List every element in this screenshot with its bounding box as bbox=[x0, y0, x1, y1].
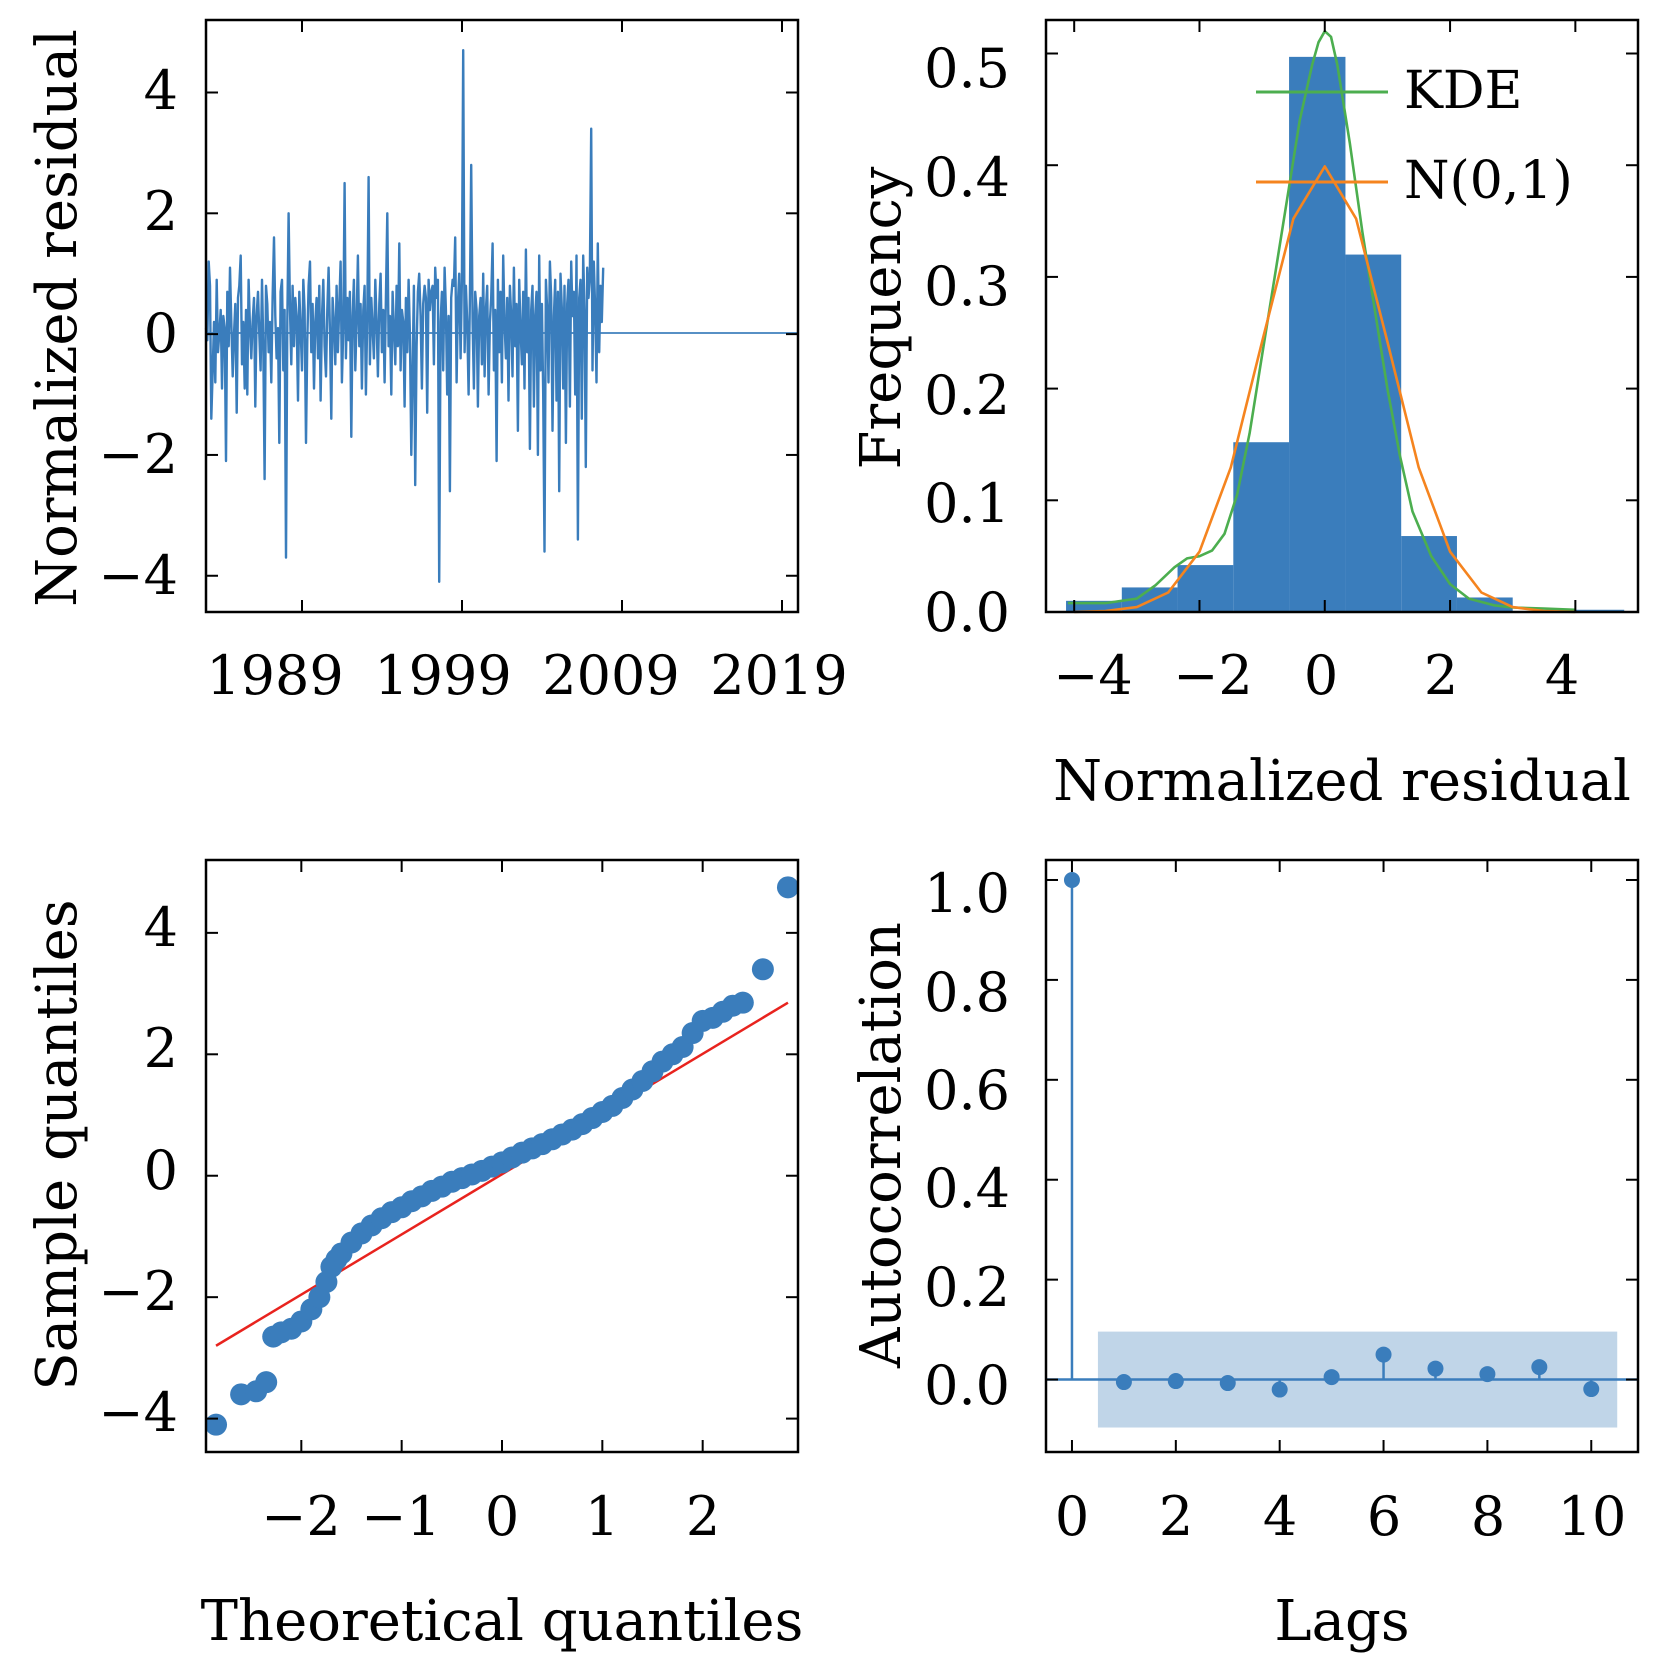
qq-ytick-label: 2 bbox=[144, 1017, 178, 1080]
histogram-bars bbox=[1066, 56, 1625, 613]
residual-xtick-label: 2009 bbox=[542, 644, 679, 707]
acf-xtick-label: 8 bbox=[1471, 1485, 1505, 1548]
acf-marker bbox=[1583, 1381, 1600, 1398]
histogram-xlabel: Normalized residual bbox=[1053, 749, 1631, 814]
acf-ytick-label: 0.8 bbox=[924, 961, 1010, 1024]
legend-normal-label: N(0,1) bbox=[1404, 151, 1573, 211]
acf-xlabel: Lags bbox=[1274, 1589, 1409, 1654]
acf-marker bbox=[1375, 1346, 1392, 1363]
acf-marker bbox=[1167, 1373, 1184, 1390]
histogram-ylabel: Frequency bbox=[849, 166, 914, 469]
acf-xtick-label: 10 bbox=[1558, 1485, 1627, 1548]
histogram-bar bbox=[1456, 597, 1513, 612]
residual-ytick-label: 4 bbox=[144, 59, 178, 122]
panel-residuals: 1989 1999 2009 2019 4 2 0 −2 −4 Normaliz… bbox=[25, 18, 848, 707]
histogram-xtick-label: 0 bbox=[1304, 644, 1338, 707]
qq-point bbox=[205, 1413, 228, 1436]
acf-marker bbox=[1115, 1374, 1132, 1391]
qq-points bbox=[205, 876, 799, 1436]
legend-kde-label: KDE bbox=[1404, 61, 1523, 121]
acf-ytick-label: 1.0 bbox=[924, 862, 1010, 925]
qq-point bbox=[751, 958, 774, 981]
panel-qqplot: −2 −1 0 1 2 4 2 0 −2 −4 Theoretical quan… bbox=[25, 858, 804, 1654]
histogram-xtick-label: −2 bbox=[1173, 644, 1253, 707]
residual-ytick-label: −4 bbox=[98, 544, 178, 607]
acf-ylabel: Autocorrelation bbox=[849, 922, 914, 1369]
residual-xtick-label: 1989 bbox=[206, 644, 343, 707]
panel-histogram: KDE N(0,1) −4 −2 0 2 4 0.5 0.4 0.3 0.2 0… bbox=[849, 18, 1640, 814]
acf-ytick-label: 0.4 bbox=[924, 1157, 1010, 1220]
qq-ytick-label: 0 bbox=[144, 1139, 178, 1202]
qq-point bbox=[776, 876, 799, 899]
normal-pdf-line bbox=[1074, 165, 1576, 614]
acf-xtick-label: 0 bbox=[1055, 1485, 1089, 1548]
histogram-ytick-label: 0.5 bbox=[924, 37, 1010, 100]
density-lines bbox=[1067, 29, 1576, 614]
acf-marker bbox=[1323, 1369, 1340, 1386]
qq-reference-line bbox=[215, 1001, 789, 1347]
residual-ticks bbox=[206, 20, 798, 612]
residual-ytick-label: 2 bbox=[144, 180, 178, 243]
acf-plot-frame bbox=[1044, 858, 1640, 1454]
histogram-ticks bbox=[1046, 20, 1638, 613]
residual-series bbox=[204, 49, 605, 583]
residual-xtick-label: 1999 bbox=[374, 644, 511, 707]
kde-line bbox=[1067, 29, 1576, 612]
histogram-bar bbox=[1289, 56, 1346, 613]
qq-xlabel: Theoretical quantiles bbox=[201, 1589, 804, 1654]
residual-line bbox=[204, 49, 605, 583]
qq-ylabel: Sample quantiles bbox=[25, 899, 90, 1390]
qq-ytick-label: −4 bbox=[98, 1381, 178, 1444]
qq-xtick-label: −1 bbox=[361, 1485, 441, 1548]
histogram-ytick-label: 0.1 bbox=[924, 472, 1010, 535]
legend: KDE N(0,1) bbox=[1256, 61, 1573, 211]
acf-ytick-label: 0.2 bbox=[924, 1256, 1010, 1319]
residual-ylabel: Normalized residual bbox=[25, 29, 90, 607]
qq-xtick-label: 0 bbox=[485, 1485, 519, 1548]
residual-plot-frame bbox=[204, 18, 800, 614]
qq-point bbox=[731, 991, 754, 1014]
histogram-ytick-label: 0.3 bbox=[924, 255, 1010, 318]
histogram-bar bbox=[1345, 254, 1402, 612]
qq-ytick-label: 4 bbox=[144, 896, 178, 959]
acf-marker bbox=[1427, 1360, 1444, 1377]
acf-xtick-label: 2 bbox=[1159, 1485, 1193, 1548]
qq-point bbox=[255, 1371, 278, 1394]
residual-xtick-label: 2019 bbox=[710, 644, 847, 707]
histogram-xtick-label: −4 bbox=[1053, 644, 1133, 707]
histogram-plot-frame bbox=[1044, 18, 1640, 614]
acf-xtick-label: 6 bbox=[1367, 1485, 1401, 1548]
qq-xtick-label: −2 bbox=[261, 1485, 341, 1548]
acf-xtick-label: 4 bbox=[1263, 1485, 1297, 1548]
histogram-ytick-label: 0.2 bbox=[924, 364, 1010, 427]
acf-marker bbox=[1479, 1366, 1496, 1383]
acf-marker bbox=[1063, 871, 1080, 888]
qq-xtick-label: 2 bbox=[686, 1485, 720, 1548]
histogram-bar bbox=[1066, 600, 1122, 612]
histogram-ytick-label: 0.4 bbox=[924, 146, 1010, 209]
acf-marker bbox=[1531, 1359, 1548, 1376]
panel-acf: 0 2 4 6 8 10 1.0 0.8 0.6 0.4 0.2 0.0 Lag… bbox=[849, 858, 1640, 1654]
histogram-bar bbox=[1177, 565, 1234, 612]
histogram-xtick-label: 2 bbox=[1424, 644, 1458, 707]
histogram-xtick-label: 4 bbox=[1545, 644, 1579, 707]
acf-ytick-label: 0.6 bbox=[924, 1059, 1010, 1122]
acf-ticks bbox=[1046, 860, 1638, 1452]
histogram-ytick-label: 0.0 bbox=[924, 581, 1010, 644]
qq-xtick-label: 1 bbox=[585, 1485, 619, 1548]
acf-stems bbox=[1063, 871, 1600, 1398]
acf-marker bbox=[1219, 1375, 1236, 1392]
residual-ytick-label: 0 bbox=[144, 302, 178, 365]
qq-ytick-label: −2 bbox=[98, 1260, 178, 1323]
residual-ytick-label: −2 bbox=[98, 423, 178, 486]
acf-marker bbox=[1271, 1381, 1288, 1398]
acf-ytick-label: 0.0 bbox=[924, 1354, 1010, 1417]
qq-ticks bbox=[206, 860, 798, 1452]
